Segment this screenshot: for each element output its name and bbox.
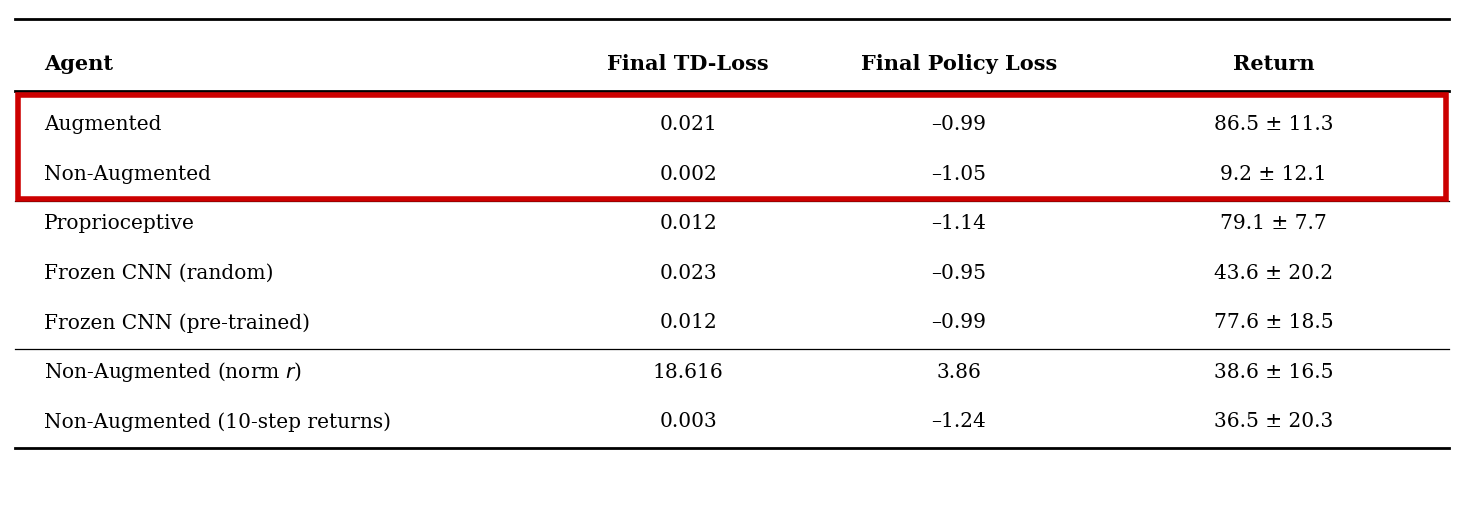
Text: 9.2 ± 12.1: 9.2 ± 12.1 bbox=[1221, 164, 1326, 184]
Text: Final Policy Loss: Final Policy Loss bbox=[861, 53, 1057, 74]
Text: 77.6 ± 18.5: 77.6 ± 18.5 bbox=[1214, 313, 1334, 332]
Text: 38.6 ± 16.5: 38.6 ± 16.5 bbox=[1214, 362, 1334, 381]
Text: –0.99: –0.99 bbox=[931, 313, 987, 332]
Text: 0.003: 0.003 bbox=[659, 411, 717, 431]
Text: Return: Return bbox=[1233, 53, 1315, 74]
Text: –1.14: –1.14 bbox=[931, 214, 987, 233]
Text: Non-Augmented (10-step returns): Non-Augmented (10-step returns) bbox=[44, 411, 391, 431]
Text: 3.86: 3.86 bbox=[937, 362, 981, 381]
Text: –0.99: –0.99 bbox=[931, 115, 987, 134]
Text: Frozen CNN (pre-trained): Frozen CNN (pre-trained) bbox=[44, 313, 310, 332]
Text: Final TD-Loss: Final TD-Loss bbox=[608, 53, 769, 74]
Text: –0.95: –0.95 bbox=[931, 263, 987, 282]
Text: 79.1 ± 7.7: 79.1 ± 7.7 bbox=[1221, 214, 1326, 233]
Text: Non-Augmented (norm $r$): Non-Augmented (norm $r$) bbox=[44, 359, 302, 384]
Text: Frozen CNN (random): Frozen CNN (random) bbox=[44, 263, 274, 282]
Text: Non-Augmented: Non-Augmented bbox=[44, 164, 211, 184]
Text: 36.5 ± 20.3: 36.5 ± 20.3 bbox=[1214, 411, 1334, 431]
Text: Augmented: Augmented bbox=[44, 115, 161, 134]
Text: 0.002: 0.002 bbox=[659, 164, 717, 184]
Text: 0.012: 0.012 bbox=[659, 214, 717, 233]
Text: 0.012: 0.012 bbox=[659, 313, 717, 332]
Text: 0.021: 0.021 bbox=[659, 115, 717, 134]
Text: Agent: Agent bbox=[44, 53, 113, 74]
Text: 43.6 ± 20.2: 43.6 ± 20.2 bbox=[1214, 263, 1334, 282]
Text: 18.616: 18.616 bbox=[653, 362, 723, 381]
Text: 86.5 ± 11.3: 86.5 ± 11.3 bbox=[1214, 115, 1334, 134]
Text: –1.24: –1.24 bbox=[931, 411, 987, 431]
Text: 0.023: 0.023 bbox=[659, 263, 717, 282]
Text: Proprioceptive: Proprioceptive bbox=[44, 214, 195, 233]
Text: –1.05: –1.05 bbox=[931, 164, 987, 184]
